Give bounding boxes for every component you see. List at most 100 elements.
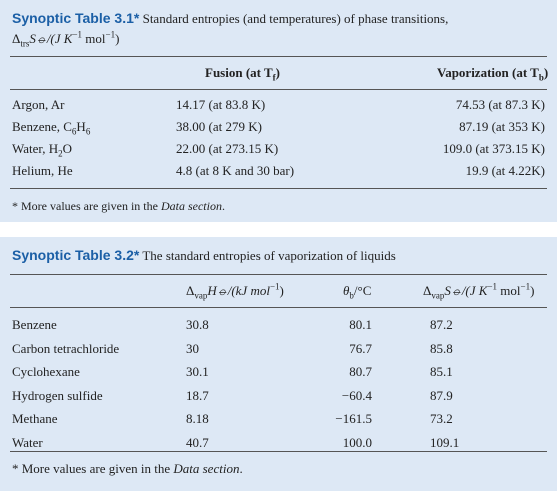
rule xyxy=(10,56,547,57)
footnote: * More values are given in the Data sect… xyxy=(12,461,243,477)
text: b xyxy=(538,72,544,83)
text: f xyxy=(272,72,276,83)
col-header: Fusion (at Tf) xyxy=(205,65,281,83)
row-label: Water, H2O xyxy=(12,141,72,159)
text: 6 xyxy=(71,126,77,137)
rule xyxy=(10,89,547,90)
table-3-2: Synoptic Table 3.2* The standard entropi… xyxy=(0,237,557,491)
text: Data section xyxy=(160,199,222,213)
caption: Synoptic Table 3.1* Standard entropies (… xyxy=(12,10,448,27)
text: Helium, He xyxy=(12,163,73,178)
text: −1 xyxy=(72,29,83,40)
cell: 87.19 (at 353 K) xyxy=(459,119,545,134)
text: * More values are given in the xyxy=(12,199,161,213)
text: Vaporization (at T xyxy=(437,65,539,80)
table-label: Synoptic Table 3.2* xyxy=(12,247,140,263)
row-label: Hydrogen sulfide xyxy=(12,387,103,403)
cell: 4.8 (at 8 K and 30 bar) xyxy=(176,163,295,178)
text: 2 xyxy=(58,148,63,159)
footnote: * More values are given in the Data sect… xyxy=(12,199,225,214)
cell: 76.7 xyxy=(349,340,372,356)
text: Argon, Ar xyxy=(12,97,65,112)
cell: 109.0 (at 373.15 K) xyxy=(442,141,545,156)
cell: 73.2 xyxy=(430,411,453,426)
text: Benzene, C xyxy=(12,119,72,134)
col-header: ΔvapS⦵/(J K−1 mol−1) xyxy=(423,281,535,301)
cell: −60.4 xyxy=(341,387,372,403)
text: b xyxy=(349,290,354,301)
text: O xyxy=(62,141,72,156)
text: /°C xyxy=(353,283,372,298)
text: ) xyxy=(275,65,281,80)
rule xyxy=(10,451,547,452)
text: ) xyxy=(279,283,284,298)
col-header: θb/°C xyxy=(343,283,372,301)
text: vap xyxy=(194,290,208,301)
caption-unit: ΔtrsS⦵/(J K−1 mol−1) xyxy=(12,29,120,49)
cell: 18.7 xyxy=(186,387,209,403)
text: Water, H xyxy=(12,141,59,156)
cell: 80.1 xyxy=(349,317,372,332)
cell: 30.1 xyxy=(186,364,209,379)
col-header: Vaporization (at Tb) xyxy=(437,65,549,83)
text: Data section xyxy=(173,461,240,476)
row-label: Benzene xyxy=(12,317,57,332)
text: θ xyxy=(343,283,350,298)
cell: 85.8 xyxy=(430,340,453,356)
text: Δ xyxy=(423,283,432,298)
caption: Synoptic Table 3.2* The standard entropi… xyxy=(12,247,396,264)
table-3-1: Synoptic Table 3.1* Standard entropies (… xyxy=(0,0,557,222)
text: −1 xyxy=(269,281,280,292)
text: H⦵/(kJ mol xyxy=(207,283,270,298)
text: trs xyxy=(20,38,30,49)
text: . xyxy=(221,199,225,213)
row-label: Argon, Ar xyxy=(12,97,64,113)
cell: 40.7 xyxy=(186,434,209,450)
row-label: Water xyxy=(12,434,43,450)
text: −1 xyxy=(520,281,531,292)
cell: 8.18 xyxy=(186,411,209,426)
cell: −161.5 xyxy=(335,411,372,426)
row-label: Benzene, C6H6 xyxy=(12,119,91,137)
row-label: Carbon tetrachloride xyxy=(12,340,120,356)
row-label: Cyclohexane xyxy=(12,364,80,379)
cell: 80.7 xyxy=(349,364,372,379)
text: Δ xyxy=(12,31,21,46)
text: 6 xyxy=(85,126,91,137)
text: Δ xyxy=(186,283,195,298)
cell: 30 xyxy=(186,340,199,356)
cell: 38.00 (at 279 K) xyxy=(176,119,262,134)
cell: 74.53 (at 87.3 K) xyxy=(455,97,545,112)
rule xyxy=(10,188,547,189)
text: ) xyxy=(530,283,535,298)
row-label: Methane xyxy=(12,411,58,426)
cell: 109.1 xyxy=(430,434,460,450)
col-header: ΔvapH⦵/(kJ mol−1) xyxy=(186,281,284,301)
text: H xyxy=(76,119,86,134)
row-label: Helium, He xyxy=(12,163,73,179)
text: * More values are given in the xyxy=(12,461,174,476)
text: ) xyxy=(115,31,120,46)
text: S⦵/(J K xyxy=(444,283,488,298)
cell: 19.9 (at 4.22K) xyxy=(465,163,545,178)
cell: 14.17 (at 83.8 K) xyxy=(176,97,266,112)
cell: 30.8 xyxy=(186,317,209,332)
text: . xyxy=(239,461,243,476)
rule xyxy=(10,307,547,308)
cell: 85.1 xyxy=(430,364,453,379)
cell: 87.2 xyxy=(430,317,453,332)
cell: 100.0 xyxy=(342,434,372,450)
text: ) xyxy=(543,65,549,80)
text: mol xyxy=(497,283,521,298)
cell: 22.00 (at 273.15 K) xyxy=(176,141,279,156)
caption-text: Standard entropies (and temperatures) of… xyxy=(142,11,449,26)
rule xyxy=(10,274,547,275)
cell: 87.9 xyxy=(430,387,453,403)
text: −1 xyxy=(487,281,498,292)
text: vap xyxy=(431,290,445,301)
text: mol xyxy=(82,31,106,46)
text: S⦵/(J K xyxy=(29,31,73,46)
caption-text: The standard entropies of vaporization o… xyxy=(142,248,396,263)
text: −1 xyxy=(105,29,116,40)
